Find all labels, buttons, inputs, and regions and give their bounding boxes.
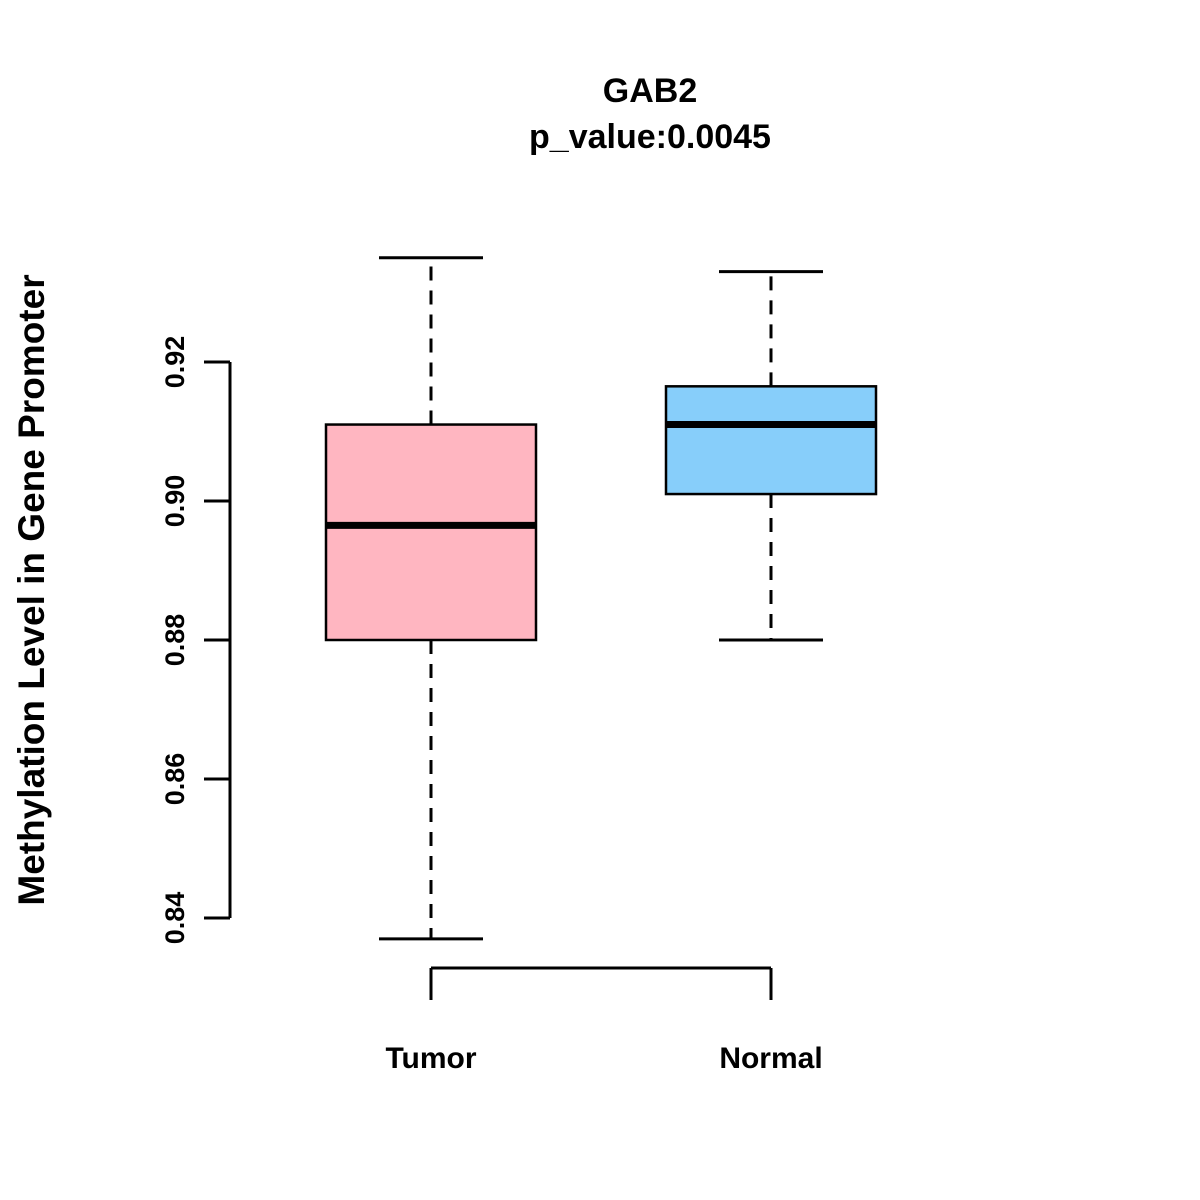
y-tick-label: 0.90 xyxy=(160,475,190,528)
y-tick-label: 0.92 xyxy=(160,336,190,389)
y-tick-label: 0.84 xyxy=(160,892,190,945)
x-category-label: Normal xyxy=(719,1042,822,1075)
chart-title: GAB2 xyxy=(602,72,698,110)
chart-subtitle: p_value:0.0045 xyxy=(529,118,771,156)
y-tick-label: 0.88 xyxy=(160,614,190,667)
x-category-label: Tumor xyxy=(385,1042,476,1075)
y-tick-label: 0.86 xyxy=(160,753,190,806)
tumor-box xyxy=(324,423,538,642)
normal-box xyxy=(664,385,878,496)
